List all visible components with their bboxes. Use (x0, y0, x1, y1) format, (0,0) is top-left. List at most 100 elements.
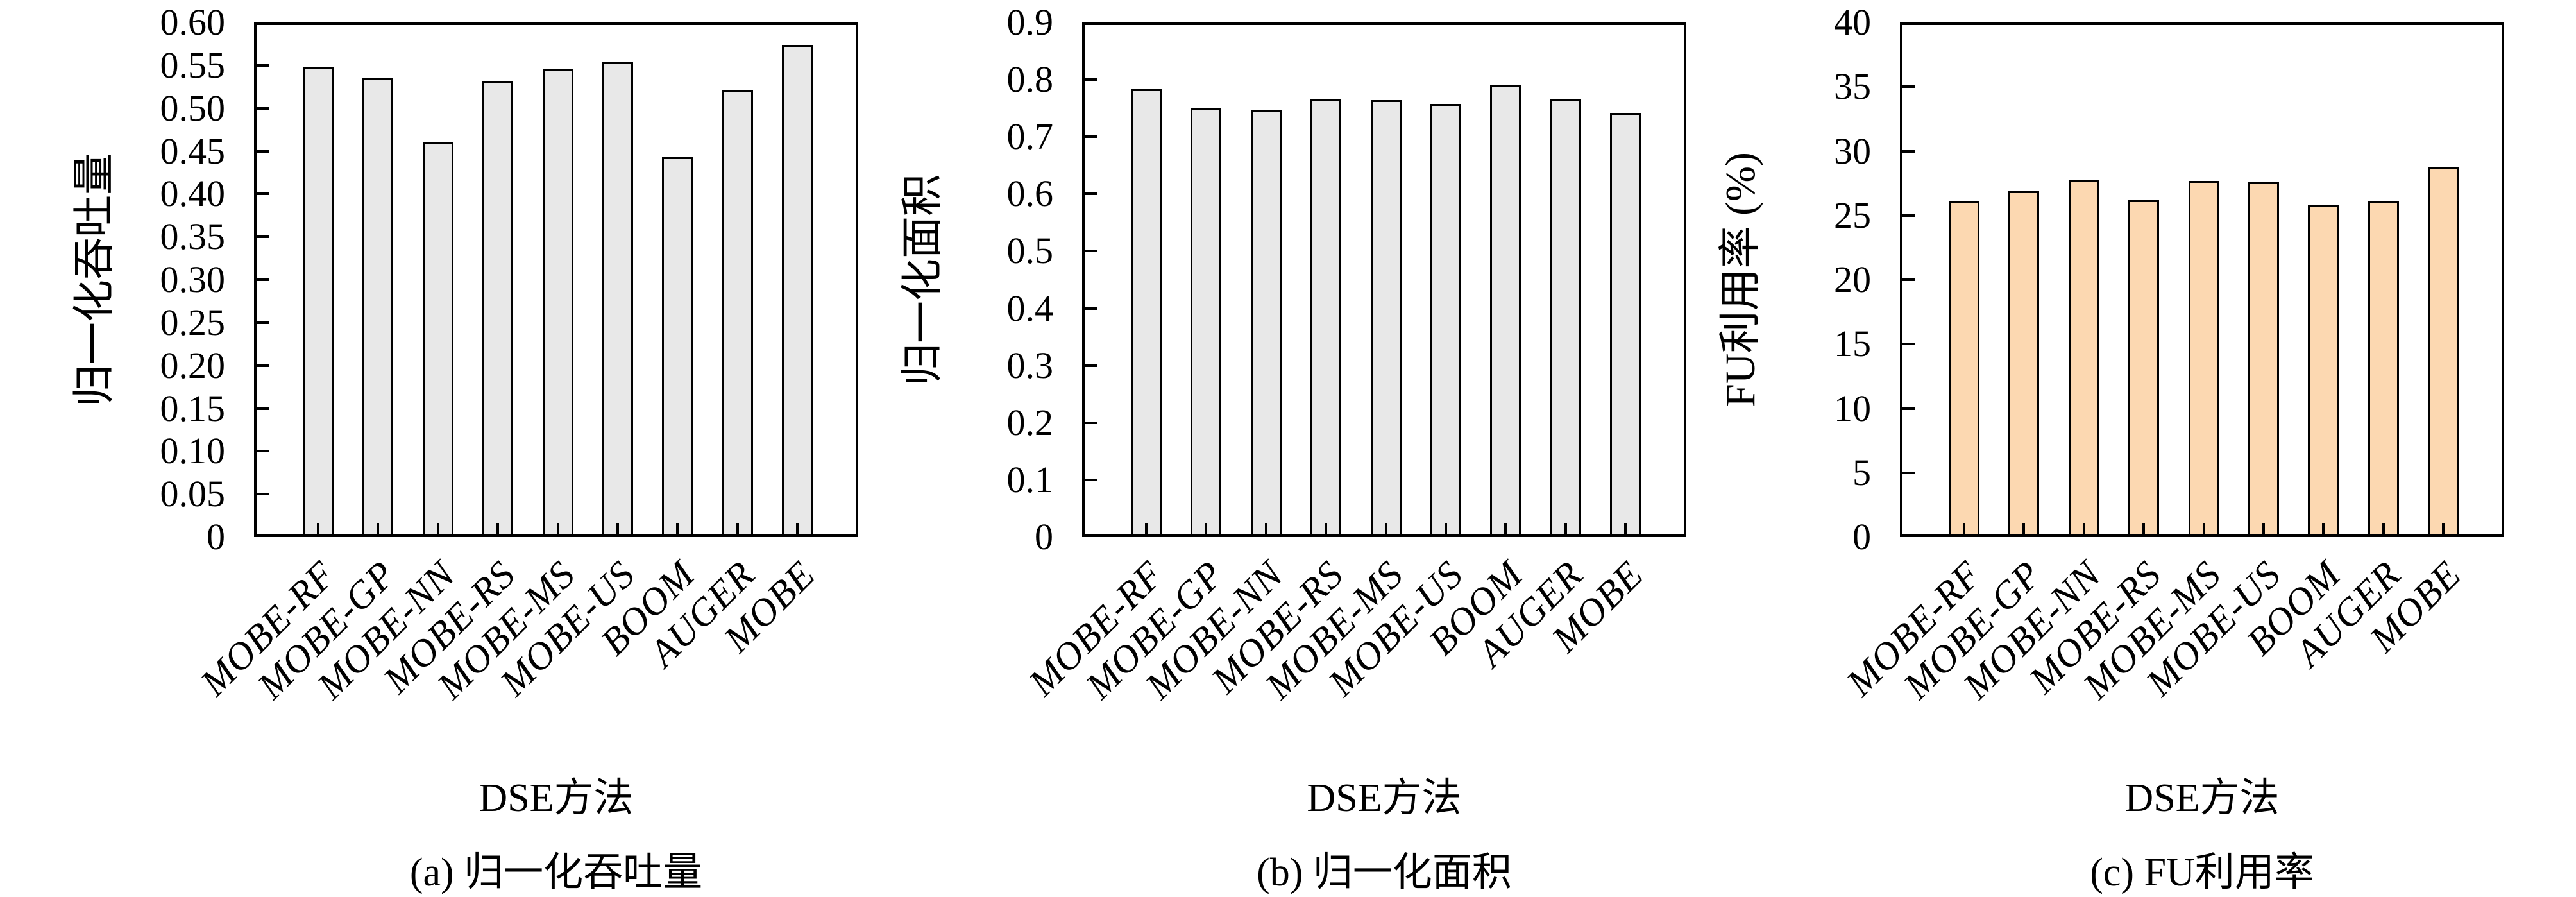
y-tick-label: 0 (207, 516, 225, 558)
y-tick-label: 20 (1834, 259, 1871, 300)
bar-MOBE-RF (303, 67, 334, 537)
x-tick (1145, 523, 1148, 534)
y-tick (1085, 478, 1097, 481)
y-tick-label: 25 (1834, 194, 1871, 236)
x-tick (317, 523, 319, 534)
y-tick-label: 0.35 (160, 216, 226, 258)
bar-BOOM (662, 157, 693, 537)
bar-MOBE (2428, 166, 2459, 537)
y-tick (1902, 150, 1915, 153)
x-tick (2262, 523, 2265, 534)
y-tick (257, 364, 269, 367)
y-tick-label: 0.25 (160, 301, 226, 343)
plot-area (1082, 22, 1686, 537)
panel-caption: (a) 归一化吞吐量 (409, 851, 703, 894)
x-tick (496, 523, 500, 534)
y-tick (257, 235, 269, 239)
bar-BOOM (1490, 85, 1521, 537)
y-tick (1085, 421, 1097, 424)
y-tick (257, 450, 269, 453)
x-tick (2442, 523, 2445, 534)
bar-MOBE-RF (1949, 201, 1979, 537)
y-tick-label: 0.3 (1006, 344, 1054, 386)
panel-caption: (b) 归一化面积 (1257, 851, 1512, 894)
y-tick-label: 40 (1834, 1, 1871, 43)
bar-MOBE-US (602, 62, 633, 537)
y-tick (1902, 471, 1915, 474)
x-axis-title: DSE方法 (1307, 776, 1462, 820)
y-tick (1085, 307, 1097, 310)
bar-MOBE-RS (482, 81, 514, 537)
y-tick-label: 0.9 (1006, 1, 1054, 43)
bar-MOBE-NN (422, 141, 453, 537)
x-tick (1205, 523, 1208, 534)
x-tick (377, 523, 380, 534)
x-axis-title: DSE方法 (2124, 776, 2280, 820)
y-tick-label: 0.55 (160, 44, 226, 86)
y-tick-label: 0.8 (1006, 58, 1054, 101)
bar-MOBE (1610, 112, 1641, 537)
bar-MOBE-GP (2008, 191, 2040, 537)
x-tick (1624, 523, 1627, 534)
plot-frame (1082, 22, 1686, 537)
bar-MOBE-RS (1310, 98, 1342, 537)
y-tick-label: 0.6 (1006, 173, 1054, 215)
y-tick-label: 0.50 (160, 87, 226, 129)
y-tick-label: 0.45 (160, 130, 226, 172)
plot-area (254, 22, 858, 537)
y-tick (257, 192, 269, 196)
y-tick-label: 0 (1852, 516, 1871, 558)
bar-MOBE-NN (1250, 110, 1282, 537)
x-tick (2022, 523, 2026, 534)
x-tick (1384, 523, 1387, 534)
y-tick (257, 64, 269, 67)
bar-MOBE-US (1430, 103, 1461, 537)
y-tick-label: 0.20 (160, 344, 226, 386)
y-tick-label: 0.60 (160, 1, 226, 43)
x-tick (2142, 523, 2146, 534)
y-tick (257, 150, 269, 153)
x-tick (1564, 523, 1567, 534)
x-tick (2082, 523, 2085, 534)
y-tick (257, 107, 269, 110)
y-tick-label: 0.40 (160, 173, 226, 215)
x-tick (796, 523, 799, 534)
x-tick (2322, 523, 2325, 534)
bar-MOBE-RS (2128, 200, 2160, 537)
y-tick-label: 0 (1035, 516, 1053, 558)
y-tick-label: 0.1 (1006, 458, 1054, 500)
y-tick-label: 0.7 (1006, 115, 1054, 158)
bar-MOBE-MS (2188, 180, 2219, 537)
y-tick (257, 278, 269, 281)
y-tick-label: 0.05 (160, 473, 226, 515)
y-tick (1902, 407, 1915, 410)
x-tick (1264, 523, 1267, 534)
y-tick (1085, 192, 1097, 196)
plot-frame (1900, 22, 2504, 537)
y-tick-label: 10 (1834, 387, 1871, 429)
bar-MOBE-US (2248, 182, 2279, 537)
y-tick-label: 30 (1834, 130, 1871, 172)
y-tick-label: 35 (1834, 65, 1871, 108)
y-tick-label: 0.4 (1006, 287, 1054, 329)
bar-AUGER (722, 90, 753, 537)
y-tick (1902, 278, 1915, 281)
y-tick (257, 407, 269, 410)
y-tick-label: 0.10 (160, 430, 226, 472)
y-tick (1902, 214, 1915, 217)
plot-frame (254, 22, 858, 537)
y-tick (1085, 78, 1097, 81)
bar-MOBE-GP (362, 78, 394, 537)
bar-MOBE-RF (1131, 89, 1162, 537)
x-tick (1963, 523, 1965, 534)
bar-MOBE-GP (1191, 107, 1222, 537)
y-tick-label: 0.30 (160, 259, 226, 300)
bar-MOBE-MS (1370, 100, 1402, 537)
x-axis-title: DSE方法 (479, 776, 634, 820)
x-tick (1325, 523, 1328, 534)
x-tick (1504, 523, 1507, 534)
